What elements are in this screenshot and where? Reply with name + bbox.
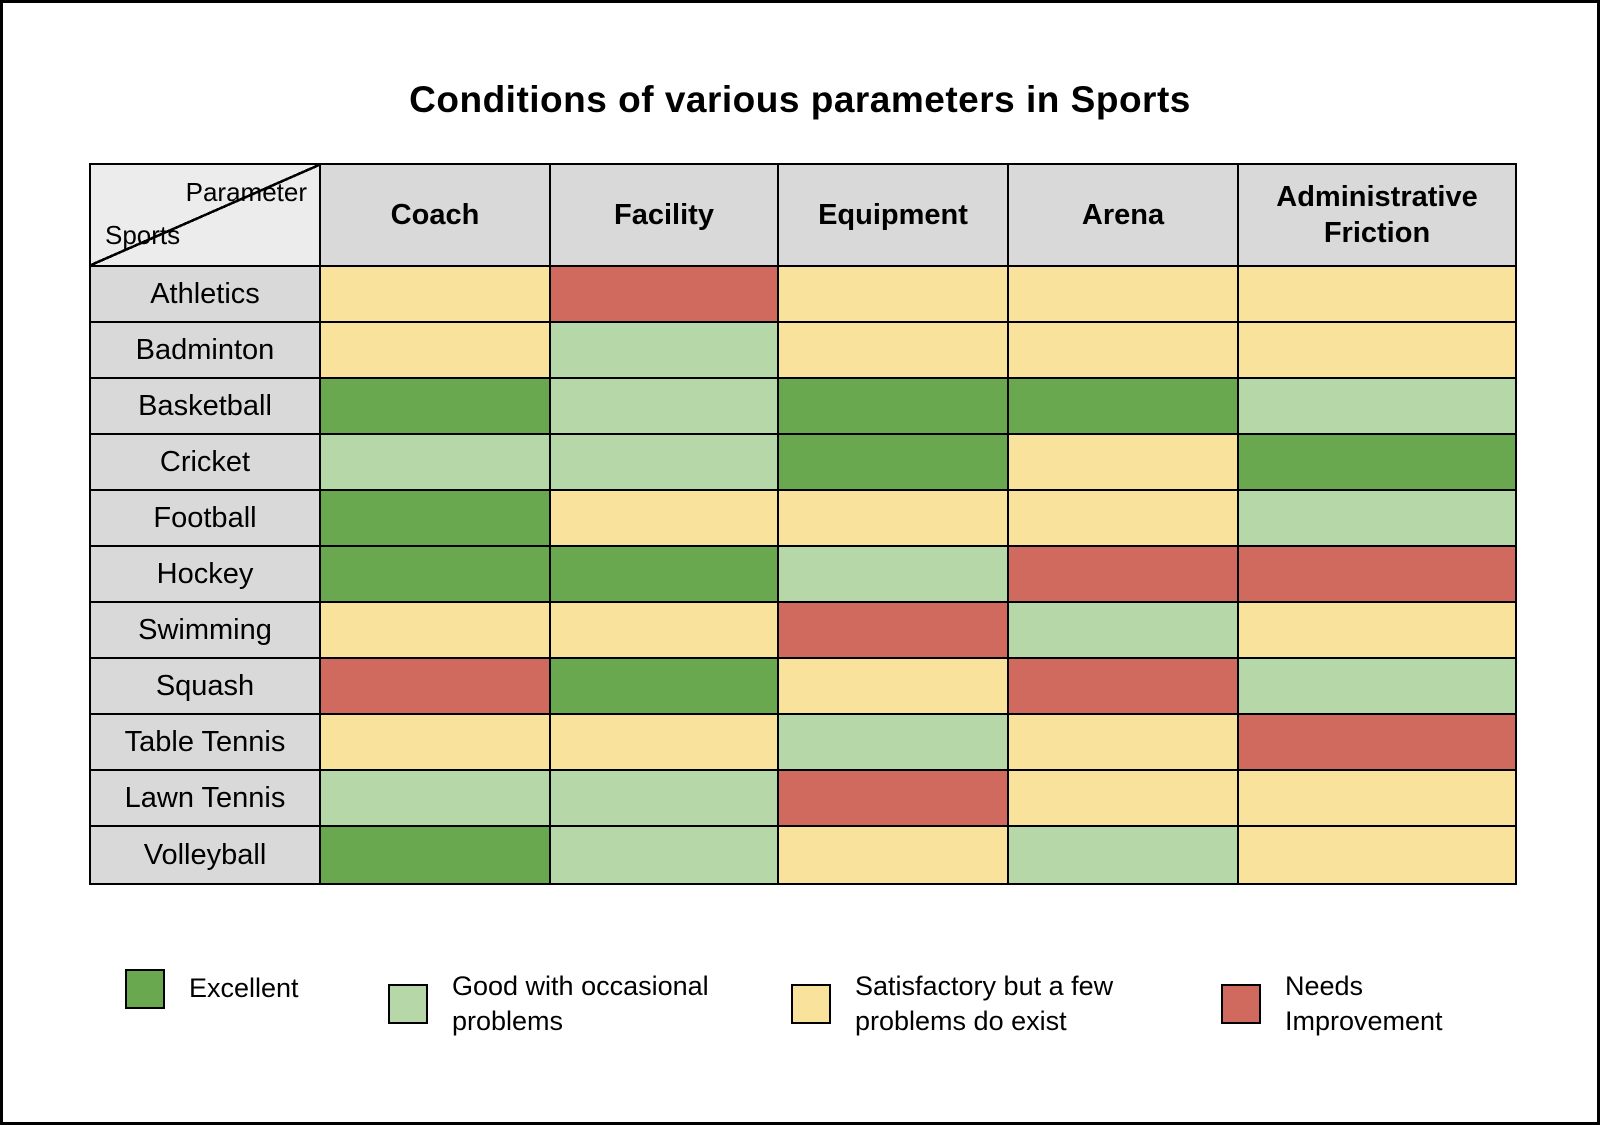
conditions-table: Parameter Sports Coach Facility Equipmen… <box>89 163 1517 885</box>
heatmap-cell <box>1239 435 1515 491</box>
legend-item-good: Good with occasional problems <box>388 969 732 1039</box>
heatmap-cell <box>321 323 551 379</box>
heatmap-cell <box>1239 827 1515 883</box>
legend: Excellent Good with occasional problems … <box>3 959 1597 1079</box>
heatmap-cell <box>1009 547 1239 603</box>
heatmap-cell <box>1239 379 1515 435</box>
heatmap-cell <box>551 827 779 883</box>
row-label-hockey: Hockey <box>91 547 321 603</box>
heatmap-cell <box>779 267 1009 323</box>
heatmap-cell <box>1239 323 1515 379</box>
heatmap-cell <box>551 547 779 603</box>
row-label-basketball: Basketball <box>91 379 321 435</box>
heatmap-cell <box>779 435 1009 491</box>
heatmap-cell <box>1009 603 1239 659</box>
legend-swatch-good <box>388 984 428 1025</box>
heatmap-cell <box>551 659 779 715</box>
column-header-administrative-friction: Administrative Friction <box>1239 165 1515 267</box>
column-header-coach: Coach <box>321 165 551 267</box>
corner-label-sports: Sports <box>105 220 181 250</box>
legend-swatch-satisfactory <box>791 984 831 1025</box>
heatmap-cell <box>551 435 779 491</box>
row-label-squash: Squash <box>91 659 321 715</box>
heatmap-cell <box>1239 715 1515 771</box>
heatmap-cell <box>779 379 1009 435</box>
diagonal-line <box>91 165 319 265</box>
heatmap-cell <box>321 715 551 771</box>
legend-label-good: Good with occasional problems <box>452 971 709 1037</box>
heatmap-cell <box>321 547 551 603</box>
heatmap-cell <box>1009 379 1239 435</box>
heatmap-cell <box>779 827 1009 883</box>
legend-item-satisfactory: Satisfactory but a few problems do exist <box>791 969 1155 1039</box>
row-label-volleyball: Volleyball <box>91 827 321 883</box>
row-label-table-tennis: Table Tennis <box>91 715 321 771</box>
column-header-arena: Arena <box>1009 165 1239 267</box>
heatmap-cell <box>1009 771 1239 827</box>
row-label-football: Football <box>91 491 321 547</box>
heatmap-cell <box>1009 435 1239 491</box>
heatmap-cell <box>321 267 551 323</box>
heatmap-cell <box>1239 603 1515 659</box>
heatmap-cell <box>779 547 1009 603</box>
legend-label-satisfactory: Satisfactory but a few problems do exist <box>855 971 1114 1037</box>
column-header-facility: Facility <box>551 165 779 267</box>
heatmap-cell <box>321 603 551 659</box>
heatmap-cell <box>321 491 551 547</box>
corner-label-parameter: Parameter <box>185 177 307 207</box>
row-label-lawn-tennis: Lawn Tennis <box>91 771 321 827</box>
column-header-equipment: Equipment <box>779 165 1009 267</box>
chart-title: Conditions of various parameters in Spor… <box>409 79 1191 120</box>
legend-swatch-needs-improvement <box>1221 984 1261 1025</box>
heatmap-cell <box>1009 715 1239 771</box>
heatmap-cell <box>321 379 551 435</box>
corner-cell: Parameter Sports <box>91 165 321 267</box>
legend-label-needs-improvement: Needs Improvement <box>1285 971 1443 1037</box>
heatmap-cell <box>779 771 1009 827</box>
row-label-athletics: Athletics <box>91 267 321 323</box>
heatmap-cell <box>551 323 779 379</box>
row-label-badminton: Badminton <box>91 323 321 379</box>
heatmap-cell <box>779 659 1009 715</box>
heatmap-cell <box>1239 771 1515 827</box>
heatmap-cell <box>1239 267 1515 323</box>
heatmap-cell <box>1239 491 1515 547</box>
heatmap-cell <box>551 771 779 827</box>
heatmap-cell <box>1009 659 1239 715</box>
heatmap-cell <box>1009 491 1239 547</box>
heatmap-cell <box>321 435 551 491</box>
heatmap-cell <box>1239 659 1515 715</box>
heatmap-cell <box>779 715 1009 771</box>
heatmap-cell <box>551 379 779 435</box>
heatmap-cell <box>551 267 779 323</box>
heatmap-cell <box>321 771 551 827</box>
heatmap-cell <box>779 491 1009 547</box>
legend-item-needs-improvement: Needs Improvement <box>1221 969 1475 1039</box>
row-label-swimming: Swimming <box>91 603 321 659</box>
heatmap-cell <box>1009 323 1239 379</box>
legend-label-excellent: Excellent <box>189 973 299 1004</box>
heatmap-cell <box>321 659 551 715</box>
legend-item-excellent: Excellent <box>125 969 299 1009</box>
heatmap-cell <box>779 323 1009 379</box>
heatmap-cell <box>1009 827 1239 883</box>
heatmap-cell <box>551 603 779 659</box>
heatmap-cell <box>779 603 1009 659</box>
legend-swatch-excellent <box>125 969 165 1009</box>
heatmap-cell <box>551 491 779 547</box>
heatmap-cell <box>1009 267 1239 323</box>
heatmap-cell <box>1239 547 1515 603</box>
row-label-cricket: Cricket <box>91 435 321 491</box>
heatmap-cell <box>551 715 779 771</box>
heatmap-cell <box>321 827 551 883</box>
